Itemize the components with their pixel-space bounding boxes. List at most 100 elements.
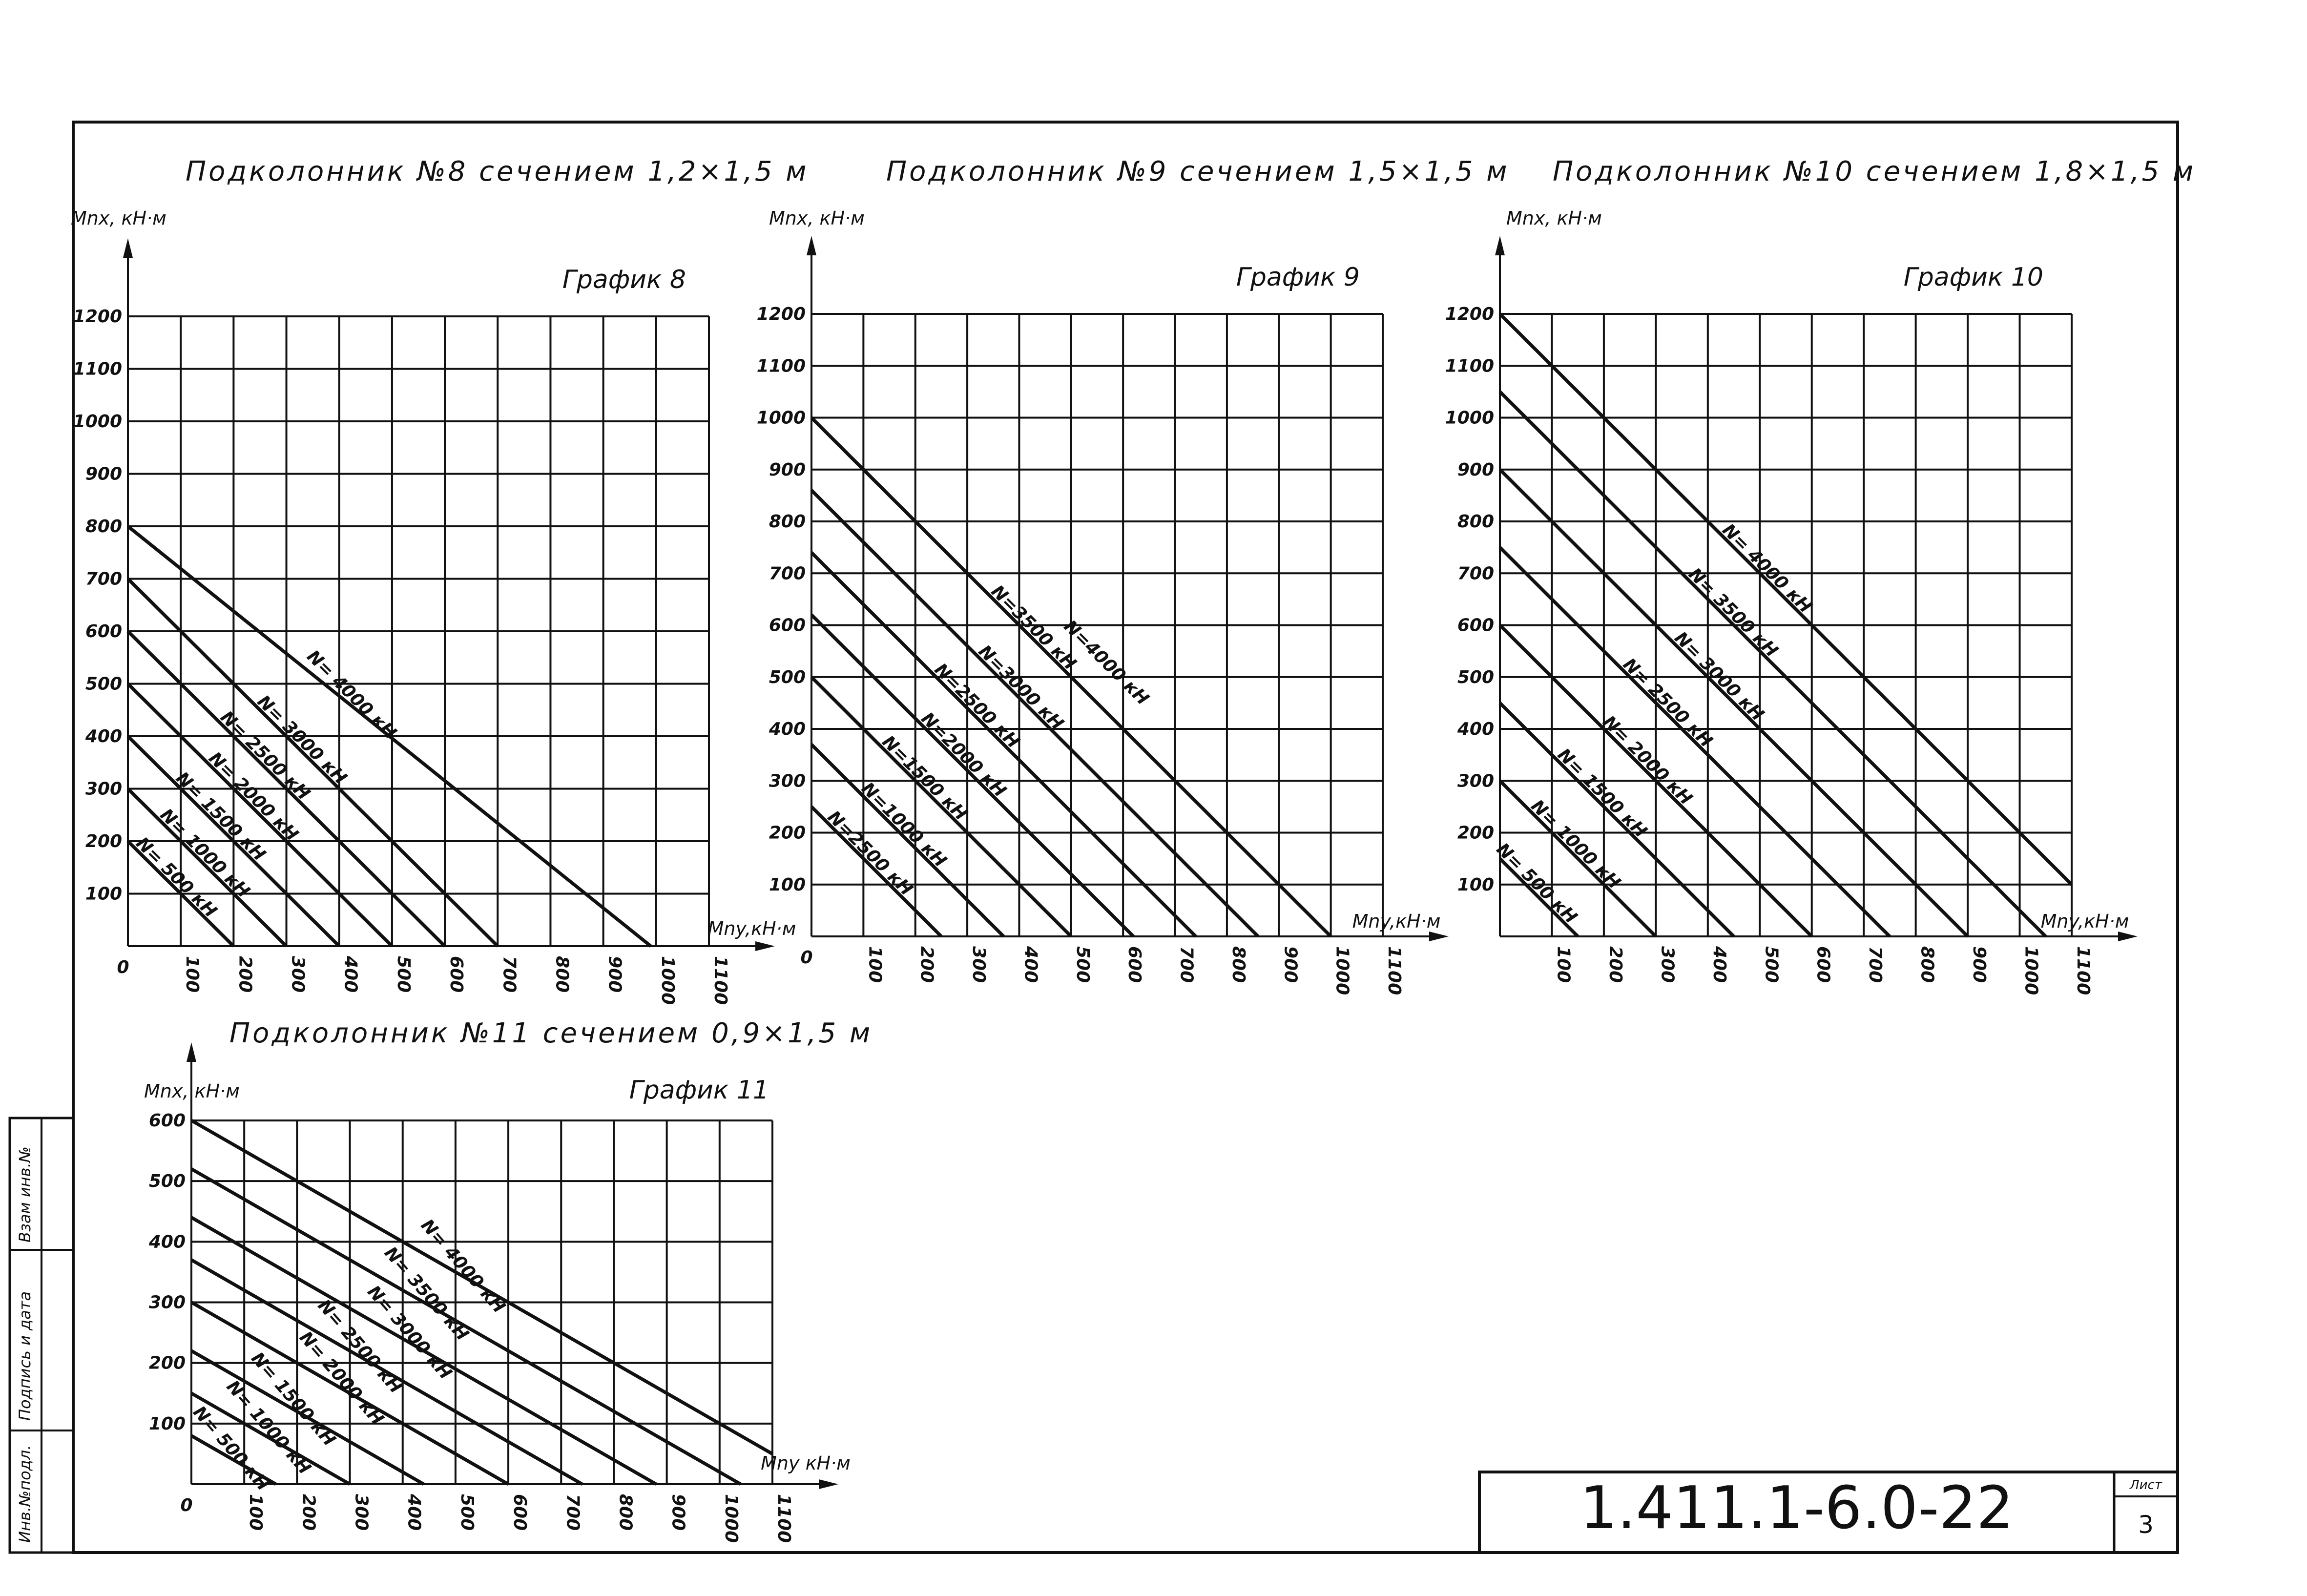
y-tick-label: 400 (148, 1232, 186, 1252)
x-tick-label: 200 (917, 946, 937, 983)
x-tick-label: 500 (1073, 946, 1093, 983)
y-tick-label: 700 (1457, 563, 1494, 583)
x-tick-label: 200 (235, 956, 255, 993)
series-line (1498, 624, 1813, 938)
y-tick-label: 300 (85, 779, 122, 799)
series-line (810, 416, 1332, 938)
x-tick-label: 100 (865, 946, 885, 983)
x-tick-label: 400 (341, 955, 361, 993)
title-stamp: 1.411.1-6.0-22 Лист 3 (1478, 1471, 2179, 1554)
drawing-frame (72, 121, 2179, 1554)
series-group (810, 416, 1332, 938)
x-tick-label: 700 (562, 1494, 582, 1531)
x-axis-arrow (755, 941, 775, 951)
series-line (190, 1258, 583, 1486)
y-tick-label: 1200 (757, 304, 806, 324)
x-tick-label: 500 (457, 1494, 477, 1531)
x-tick-label: 400 (404, 1493, 424, 1531)
x-tick-label: 1100 (774, 1494, 794, 1543)
y-tick-label: 100 (769, 875, 806, 895)
side-strip: Инв.№подл. Подпись и дата Взам инв.№ (8, 1117, 75, 1554)
x-tick-label: 200 (1605, 946, 1625, 983)
series-line (1498, 468, 1969, 938)
series-line (190, 1434, 277, 1486)
x-tick-label: 100 (182, 956, 202, 993)
y-axis-arrow (1495, 236, 1505, 255)
x-axis-arrow (2118, 932, 2138, 941)
x-tick-label: 600 (510, 1494, 530, 1531)
y-tick-label: 600 (85, 622, 122, 642)
y-tick-label: 200 (1457, 823, 1494, 843)
series-line (190, 1349, 425, 1486)
series-line (126, 735, 341, 948)
grid (811, 313, 1384, 937)
series-line (810, 805, 943, 938)
series-line (1498, 390, 2047, 938)
x-tick-label: 900 (605, 956, 625, 993)
graph-label: График 10 (1904, 263, 2043, 292)
y-axis-label: Mnx, кН·м (71, 207, 166, 229)
x-tick-label: 700 (1865, 946, 1885, 983)
y-tick-label: 300 (1457, 771, 1494, 791)
x-tick-label: 300 (969, 946, 989, 983)
chart-title: Подколонник №9 сечением 1,5×1,5 м (886, 156, 1510, 187)
y-tick-label: 1000 (73, 412, 122, 432)
x-tick-label: 900 (1280, 946, 1300, 983)
x-tick-label: 500 (394, 956, 414, 993)
document-code: 1.411.1-6.0-22 (1580, 1474, 2014, 1542)
x-tick-label: 1100 (1384, 946, 1404, 995)
y-tick-label: 700 (85, 569, 122, 589)
x-axis-arrow (819, 1479, 838, 1489)
x-tick-label: 200 (298, 1494, 318, 1531)
series-line (190, 1216, 657, 1486)
x-tick-label: 0 (800, 948, 812, 968)
x-tick-label: 1000 (1332, 946, 1352, 995)
y-axis-arrow (187, 1042, 196, 1062)
y-tick-label: 500 (1457, 667, 1494, 687)
x-tick-label: 700 (499, 956, 519, 993)
x-tick-label: 400 (1020, 946, 1040, 983)
graph-label: График 11 (629, 1076, 769, 1105)
y-tick-label: 900 (769, 460, 806, 480)
series-line (810, 489, 1260, 938)
series-line (1498, 857, 1580, 938)
y-tick-label: 400 (1457, 719, 1494, 739)
y-tick-label: 600 (1457, 616, 1494, 636)
series-line (126, 840, 235, 948)
y-tick-label: 1200 (73, 307, 122, 327)
x-axis-label: Mny,кН·м (2041, 911, 2129, 932)
series-group (190, 1119, 773, 1486)
y-axis-label: Mnx, кН·м (769, 207, 865, 229)
y-tick-label: 400 (85, 726, 122, 746)
y-tick-label: 500 (769, 667, 806, 687)
x-tick-label: 0 (117, 957, 129, 977)
x-axis-arrow (1429, 932, 1449, 941)
series-line (190, 1167, 742, 1486)
y-tick-label: 400 (769, 719, 806, 739)
chart-title: Подколонник №10 сечением 1,8×1,5 м (1553, 156, 2196, 187)
sheet-number: 3 (2138, 1511, 2154, 1539)
x-axis-label: Mny,кН·м (708, 918, 796, 939)
x-tick-label: 600 (446, 956, 466, 993)
y-tick-label: 700 (769, 563, 806, 583)
y-tick-label: 800 (85, 517, 122, 537)
y-axis-label: Mnx, кН·м (1506, 207, 1602, 229)
y-tick-label: 800 (769, 512, 806, 532)
series-line (810, 743, 1005, 938)
series-line (1498, 312, 2073, 886)
x-tick-label: 600 (1813, 946, 1833, 983)
series-line (126, 578, 499, 948)
series-line (1498, 546, 1891, 938)
y-tick-label: 900 (85, 464, 122, 484)
graph-label: График 8 (562, 265, 686, 294)
x-tick-label: 1100 (710, 956, 730, 1005)
series-line (126, 630, 446, 948)
graph-label: График 9 (1236, 263, 1360, 292)
series-group (126, 525, 652, 948)
y-axis-arrow (123, 238, 133, 258)
x-tick-label: 500 (1761, 946, 1781, 983)
x-tick-label: 1100 (2073, 946, 2093, 995)
x-tick-label: 1000 (2021, 946, 2041, 995)
series-line (1498, 702, 1735, 938)
x-tick-label: 0 (180, 1495, 192, 1515)
